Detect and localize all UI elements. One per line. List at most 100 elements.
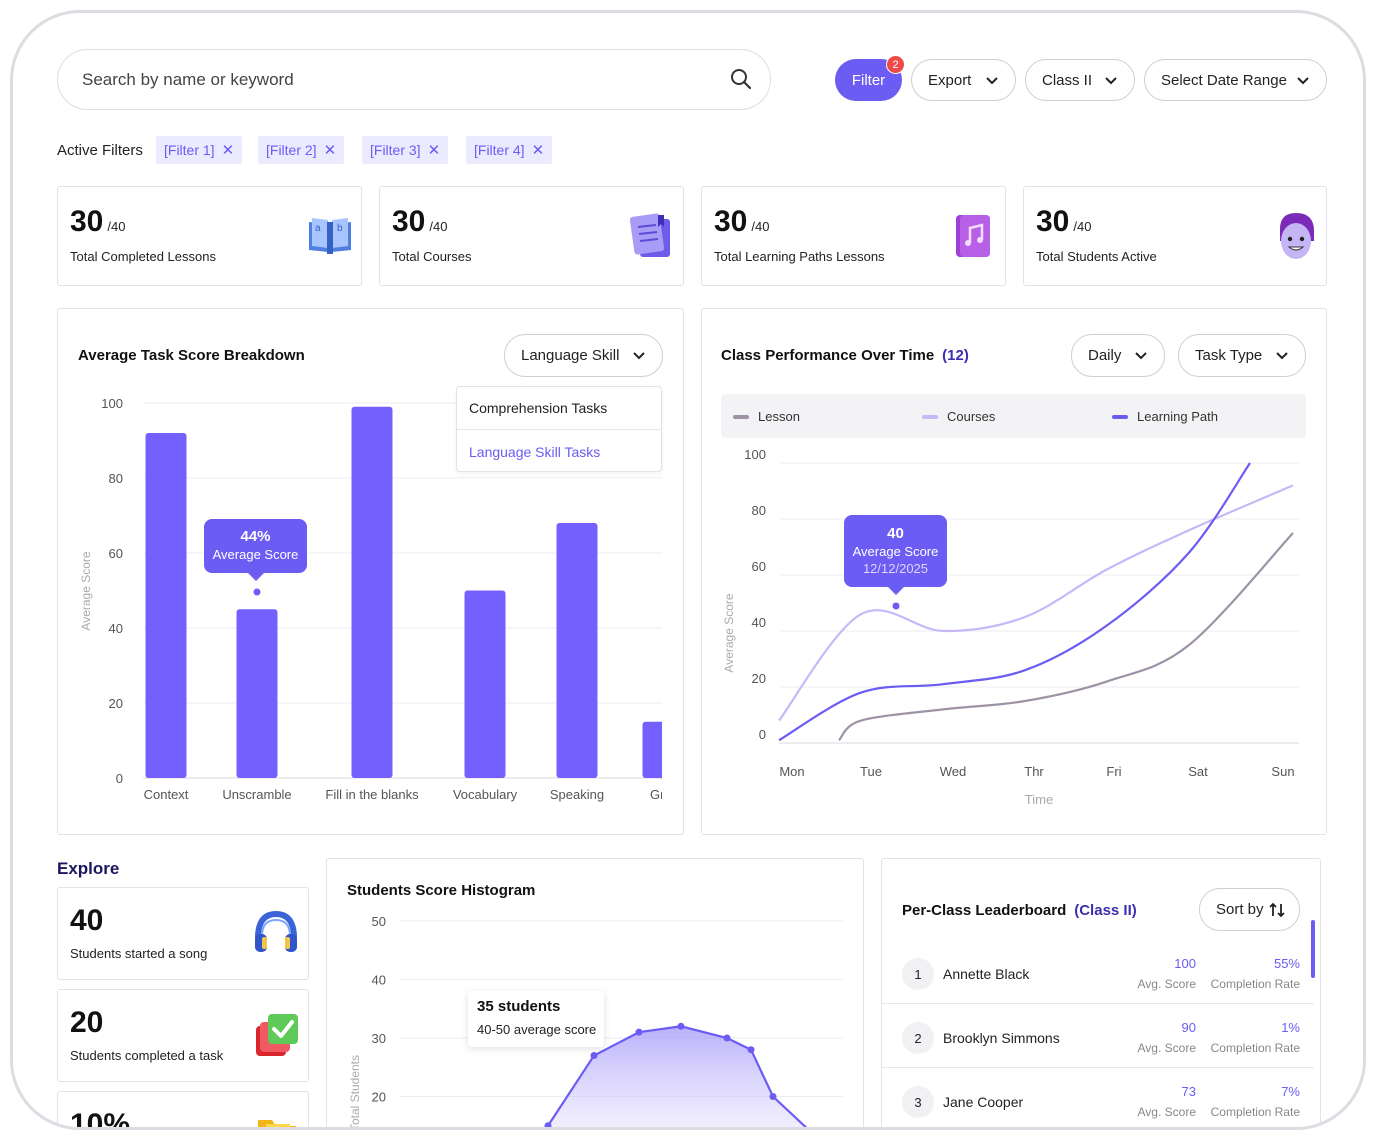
menu-item-language-skill-tasks[interactable]: Language Skill Tasks (469, 444, 601, 460)
student-avatar-icon (1280, 213, 1314, 259)
completion-rate-value: 1% (1281, 1020, 1300, 1035)
leaderboard-row[interactable]: 2 Brooklyn Simmons 90 Avg. Score 1% Comp… (882, 1004, 1314, 1068)
stat-value: 30/40 (392, 205, 448, 238)
chevron-down-icon (1297, 77, 1309, 85)
stat-label: Total Courses (392, 249, 472, 264)
x-tick-label: Unscramble (222, 787, 291, 802)
x-tick-label: Mon (779, 764, 804, 779)
language-skill-dropdown[interactable]: Language Skill (504, 334, 663, 377)
avg-score-value: 100 (1174, 956, 1196, 971)
stat-value: 30/40 (1036, 205, 1092, 238)
chevron-down-icon (1105, 77, 1117, 85)
line-tooltip: 40 Average Score 12/12/2025 (844, 515, 947, 587)
y-tick-label: 20 (372, 1090, 386, 1105)
bar-hover-point (253, 588, 261, 596)
bar (642, 721, 662, 778)
active-filters-label: Active Filters (57, 142, 143, 159)
stat-label: Total Students Active (1036, 249, 1157, 264)
period-label: Daily (1088, 347, 1122, 364)
date-range-dropdown[interactable]: Select Date Range (1144, 59, 1327, 101)
histogram-point (723, 1034, 731, 1042)
tooltip-pointer (887, 586, 905, 595)
student-name: Jane Cooper (943, 1094, 1024, 1110)
stat-value: 30/40 (70, 205, 126, 238)
class-dropdown[interactable]: Class II (1025, 59, 1135, 101)
bar (236, 609, 278, 778)
histogram-point (747, 1046, 755, 1054)
line-tooltip-label: Average Score (852, 544, 939, 559)
chart-legend: Lesson Courses Learning Path (721, 394, 1306, 438)
explore-card-percent[interactable]: 10% (57, 1091, 309, 1127)
filter-chip[interactable]: [Filter 1] ✕ (156, 136, 243, 164)
x-tick-label: Sun (1271, 764, 1294, 779)
close-icon[interactable]: ✕ (427, 142, 441, 159)
leaderboard-row[interactable]: 3 Jane Cooper 73 Avg. Score 7% Completio… (882, 1068, 1314, 1127)
sort-icon (1269, 902, 1285, 918)
completion-rate-value: 7% (1281, 1084, 1300, 1099)
sort-by-button[interactable]: Sort by (1199, 888, 1300, 931)
completion-rate-label: Completion Rate (1210, 1105, 1300, 1119)
period-dropdown[interactable]: Daily (1071, 334, 1165, 377)
explore-card-songs[interactable]: 40 Students started a song (57, 887, 309, 980)
y-tick-label: 20 (109, 696, 123, 711)
rank-badge: 3 (902, 1086, 934, 1118)
y-tick-label: 0 (759, 727, 766, 742)
scrollbar-thumb[interactable] (1311, 920, 1315, 978)
histogram-tooltip-value: 35 students (477, 998, 561, 1015)
task-score-title: Average Task Score Breakdown (78, 347, 305, 364)
close-icon[interactable]: ✕ (221, 142, 235, 159)
student-name: Brooklyn Simmons (943, 1030, 1060, 1046)
stat-label: Total Completed Lessons (70, 249, 216, 264)
y-tick-label: 60 (109, 546, 123, 561)
close-icon[interactable]: ✕ (531, 142, 545, 159)
chevron-down-icon (986, 77, 998, 85)
filter-count-badge: 2 (886, 55, 905, 74)
filter-chip-label: [Filter 3] (370, 142, 421, 158)
x-tick-label: Context (144, 787, 189, 802)
series-line-lesson (838, 532, 1294, 742)
histogram-tooltip: 35 students 40-50 average score (468, 991, 604, 1047)
histogram-point (677, 1022, 685, 1030)
chevron-down-icon (1276, 352, 1288, 360)
leaderboard-row[interactable]: 1 Annette Black 100 Avg. Score 55% Compl… (882, 940, 1314, 1004)
bar (556, 523, 598, 778)
class-label: Class II (1042, 71, 1093, 89)
legend-item-lesson[interactable]: Lesson (733, 409, 800, 424)
task-type-dropdown[interactable]: Task Type (1178, 334, 1306, 377)
histogram-tooltip-label: 40-50 average score (477, 1022, 597, 1037)
menu-item-comprehension-tasks[interactable]: Comprehension Tasks (469, 400, 608, 416)
series-line-learning-path (778, 462, 1251, 742)
close-icon[interactable]: ✕ (323, 142, 337, 159)
book-icon: a b (309, 218, 351, 254)
line-chart: 0 20 40 60 80 100 Average Score Mon Tue Wed Thr Fri… (722, 447, 1299, 807)
y-tick-label: 40 (109, 621, 123, 636)
series-line-courses (778, 484, 1294, 722)
search-input[interactable] (82, 64, 702, 96)
search-icon[interactable] (730, 68, 752, 90)
y-axis-label: Total Students (348, 1055, 362, 1130)
menu-divider (457, 429, 661, 430)
stat-card-completed-lessons: 30/40 Total Completed Lessons a b (57, 186, 362, 286)
avg-score-label: Avg. Score (1137, 977, 1196, 991)
stat-card-students-active: 30/40 Total Students Active (1023, 186, 1327, 286)
x-tick-label: Fri (1106, 764, 1121, 779)
student-name: Annette Black (943, 966, 1030, 982)
document-icon (630, 213, 670, 257)
filter-chip[interactable]: [Filter 2] ✕ (258, 136, 345, 164)
leaderboard-title: Per-Class Leaderboard (Class II) (902, 902, 1137, 919)
filter-chip[interactable]: [Filter 3] ✕ (362, 136, 449, 164)
legend-item-learning-path[interactable]: Learning Path (1112, 409, 1218, 424)
y-axis-label: Average Score (79, 551, 93, 630)
avg-score-value: 90 (1181, 1020, 1196, 1035)
avg-score-value: 73 (1181, 1084, 1196, 1099)
y-tick-label: 0 (116, 771, 123, 786)
export-dropdown[interactable]: Export (911, 59, 1016, 101)
x-tick-label: Vocabulary (453, 787, 518, 802)
completion-rate-label: Completion Rate (1210, 977, 1300, 991)
bar (464, 590, 506, 778)
filter-chip[interactable]: [Filter 4] ✕ (466, 136, 553, 164)
explore-card-tasks[interactable]: 20 Students completed a task (57, 989, 309, 1082)
legend-item-courses[interactable]: Courses (922, 409, 995, 424)
rank-badge: 1 (902, 958, 934, 990)
bars-group: Context Unscramble Fill in the blanks Vocab… (144, 406, 662, 802)
